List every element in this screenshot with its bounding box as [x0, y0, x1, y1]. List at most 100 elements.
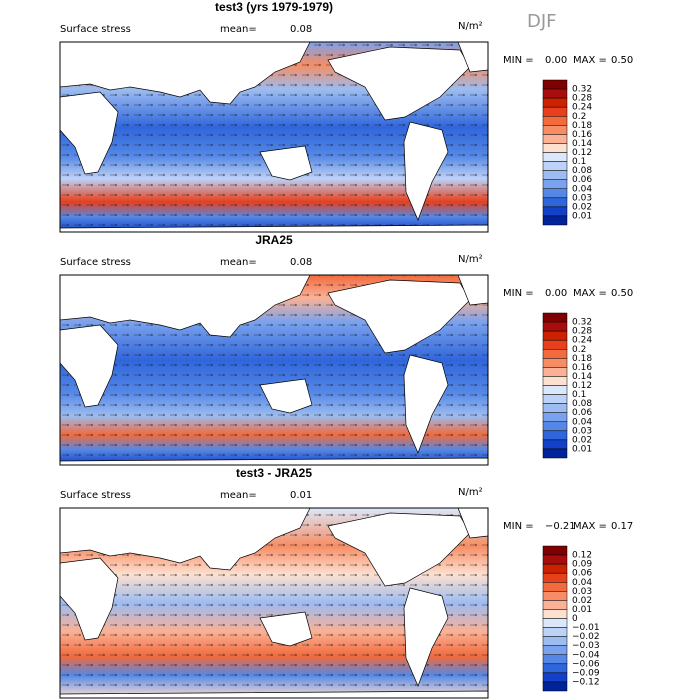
colorbar-box	[542, 421, 568, 432]
colorbar-box	[542, 79, 568, 90]
map-frame	[59, 507, 489, 699]
colorbar-label: 0.02	[572, 596, 592, 606]
colorbar-box	[542, 116, 568, 126]
colorbar-label: 0.12	[572, 381, 592, 391]
variable-label: Surface stress	[60, 24, 131, 35]
colorbar-label: 0.2	[572, 345, 586, 355]
colorbar-label: 0.24	[572, 103, 592, 113]
max-value: 0.50	[611, 55, 633, 66]
colorbar-box	[542, 206, 568, 217]
min-value: 0.00	[545, 55, 567, 66]
colorbar-box	[542, 134, 568, 144]
colorbar-box	[542, 403, 568, 413]
colorbar-label: 0.1	[572, 390, 586, 400]
variable-label: Surface stress	[60, 490, 131, 501]
colorbar-label: 0.06	[572, 569, 592, 579]
colorbar-label: 0.32	[572, 318, 592, 328]
colorbar-box	[542, 663, 568, 674]
colorbar-box	[542, 106, 568, 117]
colorbar-label: 0.1	[572, 157, 586, 167]
min-value: 0.00	[545, 288, 567, 299]
colorbar-label: 0	[572, 614, 578, 624]
colorbar-label: 0.12	[572, 551, 592, 561]
colorbar-box	[542, 636, 568, 646]
colorbar-label: 0.03	[572, 193, 592, 203]
colorbar-label: −0.03	[572, 641, 600, 651]
panel-title: JRA25	[255, 233, 293, 247]
colorbar-label: 0.24	[572, 336, 592, 346]
max-label: MAX =	[573, 521, 607, 532]
colorbar-label: 0.01	[572, 211, 592, 221]
colorbar-box	[542, 545, 568, 556]
colorbar-box	[542, 125, 568, 135]
colorbar-box	[542, 349, 568, 359]
colorbar-box	[542, 385, 568, 395]
colorbar-box	[542, 97, 568, 108]
mean-value: 0.08	[290, 257, 312, 268]
colorbar-label: −0.12	[572, 677, 600, 687]
panel-title: test3 (yrs 1979-1979)	[215, 0, 333, 14]
colorbar-box	[542, 312, 568, 323]
colorbar-box	[542, 448, 568, 459]
colorbar-box	[542, 572, 568, 583]
colorbar-label: 0.06	[572, 408, 592, 418]
colorbar-box	[542, 672, 568, 683]
colorbar-box	[542, 88, 568, 99]
max-label: MAX =	[573, 288, 607, 299]
min-value: −0.21	[545, 521, 576, 532]
map-frame	[59, 41, 489, 233]
max-value: 0.50	[611, 288, 633, 299]
colorbar-box	[542, 439, 568, 450]
colorbar-box	[542, 582, 568, 592]
colorbar-label: 0.09	[572, 560, 592, 570]
colorbar-label: 0.28	[572, 94, 592, 104]
colorbar-box	[542, 179, 568, 189]
colorbar-label: 0.16	[572, 130, 592, 140]
colorbar-label: 0.01	[572, 605, 592, 615]
colorbar-label: 0.28	[572, 327, 592, 337]
colorbar-box	[542, 197, 568, 208]
colorbar-label: −0.04	[572, 650, 600, 660]
colorbar-label: 0.14	[572, 139, 592, 149]
min-label: MIN =	[503, 521, 534, 532]
colorbar-label: 0.12	[572, 148, 592, 158]
colorbar-box	[542, 430, 568, 441]
colorbar-label: −0.06	[572, 659, 600, 669]
colorbar-box	[542, 188, 568, 199]
colorbar-label: 0.04	[572, 417, 592, 427]
map-frame	[59, 274, 489, 466]
colorbar-box	[542, 394, 568, 404]
colorbar-label: 0.32	[572, 85, 592, 95]
colorbar-box	[542, 330, 568, 341]
units: N/m²	[458, 487, 483, 498]
colorbar-box	[542, 143, 568, 153]
colorbar-label: 0.16	[572, 363, 592, 373]
colorbar-label: 0.14	[572, 372, 592, 382]
colorbar-label: 0.02	[572, 202, 592, 212]
colorbar-box	[542, 367, 568, 377]
mean-label: mean=	[220, 24, 257, 35]
min-label: MIN =	[503, 55, 534, 66]
colorbar-box	[542, 412, 568, 422]
colorbar-box	[542, 563, 568, 574]
colorbar-label: 0.08	[572, 166, 592, 176]
colorbar-box	[542, 591, 568, 601]
colorbar-box	[542, 339, 568, 350]
variable-label: Surface stress	[60, 257, 131, 268]
colorbar-label: 0.2	[572, 112, 586, 122]
colorbar-label: −0.02	[572, 632, 600, 642]
mean-value: 0.08	[290, 24, 312, 35]
colorbar-box	[542, 600, 568, 610]
colorbar-box	[542, 618, 568, 628]
colorbar-label: −0.09	[572, 668, 600, 678]
colorbar-label: 0.04	[572, 184, 592, 194]
colorbar-label: 0.01	[572, 444, 592, 454]
colorbar-box	[542, 161, 568, 171]
colorbar-label: 0.18	[572, 121, 592, 131]
colorbar-label: 0.18	[572, 354, 592, 364]
colorbar-box	[542, 170, 568, 180]
colorbar-box	[542, 654, 568, 665]
mean-label: mean=	[220, 257, 257, 268]
colorbar-box	[542, 609, 568, 619]
